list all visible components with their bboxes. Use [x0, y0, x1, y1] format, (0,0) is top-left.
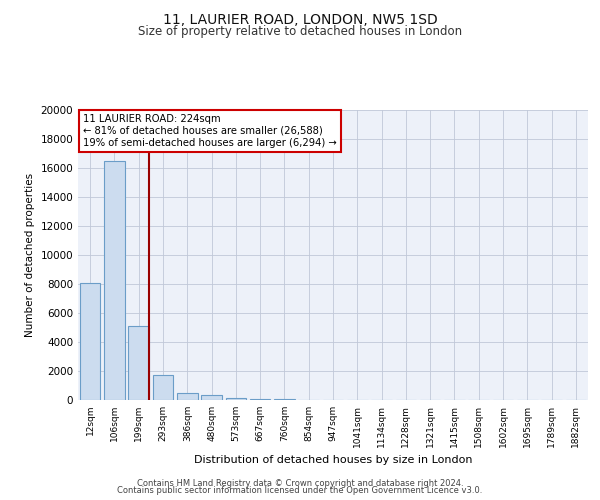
Y-axis label: Number of detached properties: Number of detached properties: [25, 173, 35, 337]
Bar: [152, 374, 173, 400]
Bar: [226, 398, 246, 400]
Text: Size of property relative to detached houses in London: Size of property relative to detached ho…: [138, 25, 462, 38]
Bar: [177, 394, 197, 400]
Bar: [128, 326, 149, 400]
X-axis label: Distribution of detached houses by size in London: Distribution of detached houses by size …: [194, 456, 472, 466]
Text: 11, LAURIER ROAD, LONDON, NW5 1SD: 11, LAURIER ROAD, LONDON, NW5 1SD: [163, 12, 437, 26]
Bar: [201, 395, 222, 400]
Text: 11 LAURIER ROAD: 224sqm
← 81% of detached houses are smaller (26,588)
19% of sem: 11 LAURIER ROAD: 224sqm ← 81% of detache…: [83, 114, 337, 148]
Bar: [250, 398, 271, 400]
Text: Contains HM Land Registry data © Crown copyright and database right 2024.: Contains HM Land Registry data © Crown c…: [137, 478, 463, 488]
Text: Contains public sector information licensed under the Open Government Licence v3: Contains public sector information licen…: [118, 486, 482, 495]
Bar: [104, 161, 125, 400]
Bar: [80, 284, 100, 400]
Bar: [274, 399, 295, 400]
